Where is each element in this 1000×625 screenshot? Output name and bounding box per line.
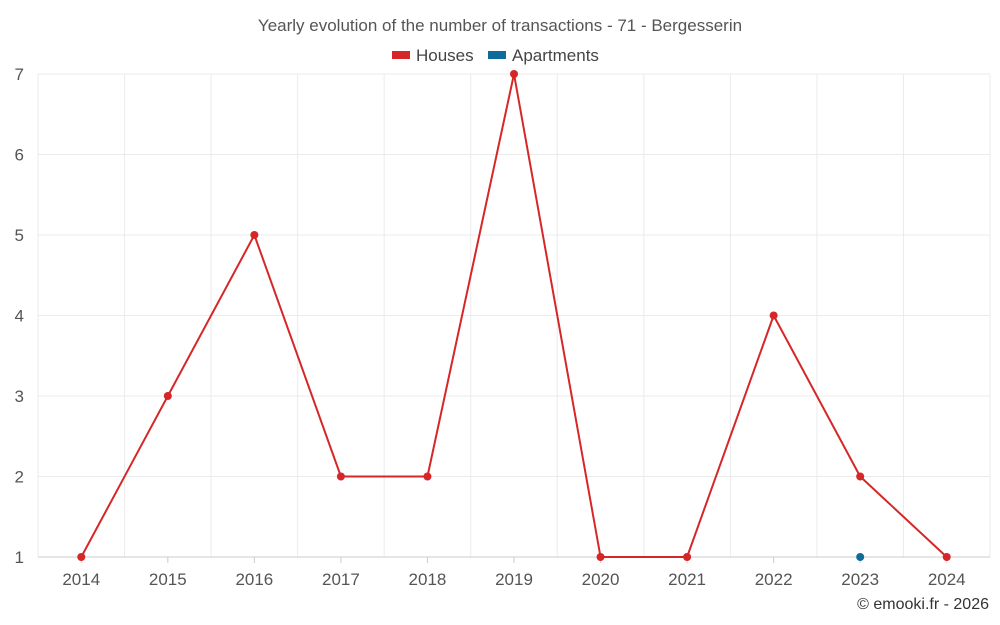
- series: [77, 70, 951, 561]
- x-tick-label: 2017: [322, 570, 360, 589]
- credit-text: © emooki.fr - 2026: [857, 596, 989, 613]
- legend-swatch-apartments: [488, 51, 506, 59]
- y-tick-label: 5: [15, 226, 24, 245]
- data-point-houses[interactable]: [596, 553, 605, 561]
- series-apartments: [856, 553, 865, 561]
- data-point-houses[interactable]: [942, 553, 951, 561]
- x-tick-label: 2024: [928, 570, 966, 589]
- legend-label-houses[interactable]: Houses: [416, 46, 474, 65]
- data-point-houses[interactable]: [683, 553, 692, 561]
- x-tick-label: 2023: [841, 570, 879, 589]
- series-houses: [77, 70, 951, 561]
- x-tick-label: 2021: [668, 570, 706, 589]
- data-point-houses[interactable]: [856, 472, 865, 481]
- y-tick-label: 4: [15, 307, 24, 326]
- legend-swatch-houses: [392, 51, 410, 59]
- y-tick-label: 1: [15, 548, 24, 567]
- x-tick-label: 2019: [495, 570, 533, 589]
- y-tick-label: 2: [15, 468, 24, 487]
- chart-title: Yearly evolution of the number of transa…: [258, 16, 742, 35]
- grid: [37, 73, 991, 557]
- data-point-houses[interactable]: [163, 392, 172, 400]
- x-tick-label: 2018: [409, 570, 447, 589]
- y-tick-label: 7: [15, 65, 24, 84]
- x-tick-label: 2014: [62, 570, 100, 589]
- data-point-houses[interactable]: [77, 553, 86, 561]
- data-point-houses[interactable]: [769, 311, 778, 320]
- x-tick-label: 2020: [582, 570, 620, 589]
- data-point-houses[interactable]: [250, 231, 259, 239]
- data-point-houses[interactable]: [423, 472, 432, 481]
- x-tick-label: 2022: [755, 570, 793, 589]
- x-tick-label: 2015: [149, 570, 187, 589]
- y-tick-label: 3: [15, 387, 24, 406]
- y-tick-label: 6: [15, 146, 24, 165]
- data-point-apartments[interactable]: [856, 553, 865, 561]
- data-point-houses[interactable]: [510, 70, 518, 78]
- legend-label-apartments[interactable]: Apartments: [512, 46, 599, 65]
- data-point-houses[interactable]: [336, 472, 345, 481]
- legend: Houses Apartments: [392, 46, 599, 65]
- x-tick-label: 2016: [235, 570, 273, 589]
- axes: 1 2 3 4 5 6 7 2014 2015 2016 2017 2018 2019 2020 2021 2…: [15, 65, 990, 589]
